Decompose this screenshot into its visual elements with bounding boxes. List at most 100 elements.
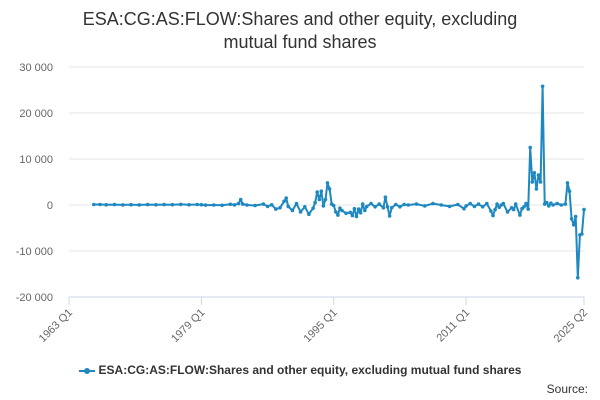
data-point <box>501 201 506 206</box>
data-point <box>534 187 539 191</box>
data-point <box>92 202 96 207</box>
data-point <box>522 205 526 209</box>
data-point <box>559 203 563 207</box>
data-point <box>582 207 586 212</box>
data-point <box>319 189 324 193</box>
data-point <box>422 204 427 208</box>
data-point <box>511 207 516 212</box>
data-point <box>278 206 282 210</box>
data-point <box>580 232 584 236</box>
data-point <box>307 212 311 216</box>
data-point <box>327 187 332 191</box>
data-point <box>129 202 133 207</box>
legend-label: ESA:CG:AS:FLOW:Shares and other equity, … <box>98 363 522 377</box>
chart-title-line-2: mutual fund shares <box>223 32 377 52</box>
x-tick-label: 1995 Q1 <box>302 307 340 345</box>
data-point <box>286 204 291 209</box>
data-point <box>112 202 117 207</box>
data-point <box>518 213 522 217</box>
data-point <box>497 205 502 210</box>
data-point <box>334 210 338 214</box>
data-point <box>232 203 237 207</box>
data-point <box>485 201 489 206</box>
data-point <box>365 204 369 209</box>
series-line <box>93 85 585 279</box>
data-point <box>536 173 541 177</box>
data-point <box>526 207 530 211</box>
data-point <box>338 206 342 210</box>
data-point <box>569 217 574 221</box>
data-point <box>563 202 568 206</box>
data-point <box>464 204 468 208</box>
data-point <box>406 203 411 207</box>
data-point <box>576 275 580 280</box>
data-point <box>269 203 274 207</box>
data-point <box>212 203 216 207</box>
y-tick-label: -20 000 <box>16 292 53 304</box>
data-point <box>398 205 402 209</box>
data-point <box>360 202 365 206</box>
data-point <box>573 214 578 219</box>
data-point <box>431 201 435 206</box>
data-point <box>236 201 241 206</box>
x-tick-label: 1963 Q1 <box>37 307 75 345</box>
data-point <box>472 204 477 209</box>
data-point <box>547 204 551 208</box>
data-point <box>551 203 555 207</box>
data-point <box>121 203 125 207</box>
data-point <box>344 211 348 216</box>
data-point <box>571 223 576 227</box>
data-point <box>528 145 532 150</box>
data-point <box>313 200 317 205</box>
data-point <box>98 202 102 207</box>
data-point <box>162 202 166 207</box>
series-markers <box>92 84 586 280</box>
data-point <box>491 213 495 218</box>
legend-item[interactable]: ESA:CG:AS:FLOW:Shares and other equity, … <box>0 363 600 377</box>
data-point <box>350 213 355 218</box>
data-point <box>265 204 270 209</box>
x-tick-label: 2011 Q1 <box>434 307 472 345</box>
data-point <box>567 189 572 193</box>
data-point <box>154 203 158 207</box>
data-point <box>456 202 460 207</box>
data-point <box>476 202 481 206</box>
data-point <box>220 203 224 208</box>
data-point <box>387 214 392 218</box>
y-tick-label: -10 000 <box>16 246 53 258</box>
data-point <box>505 210 510 214</box>
data-point <box>294 201 299 206</box>
data-point <box>311 206 315 210</box>
x-axis: 1963 Q1 1979 Q1 1995 Q1 2011 Q1 2025 Q2 <box>37 297 590 345</box>
data-point <box>565 181 570 185</box>
data-point <box>439 203 444 207</box>
data-point <box>480 205 485 209</box>
data-point <box>274 207 278 211</box>
data-point <box>104 203 108 207</box>
data-point <box>489 209 493 213</box>
data-point <box>170 202 175 207</box>
y-axis: 30 000 20 000 10 000 0 -10 000 -20 000 <box>16 62 53 304</box>
data-point <box>381 206 386 210</box>
data-point <box>377 202 382 206</box>
data-point <box>414 202 419 206</box>
x-tick-label: 1979 Q1 <box>169 307 207 345</box>
data-point <box>352 206 357 211</box>
y-tick-label: 10 000 <box>19 154 53 166</box>
data-point <box>340 208 344 213</box>
data-point <box>253 203 257 208</box>
data-point <box>145 202 150 207</box>
data-point <box>524 201 528 206</box>
chart-title: ESA:CG:AS:FLOW:Shares and other equity, … <box>0 8 600 54</box>
data-point <box>369 201 373 206</box>
data-point <box>394 202 398 207</box>
data-point <box>240 202 245 206</box>
data-point <box>540 84 545 89</box>
data-point <box>290 208 295 213</box>
y-tick-label: 0 <box>47 200 53 212</box>
legend-swatch <box>78 367 95 374</box>
x-tick-label: 2025 Q2 <box>552 307 590 345</box>
data-point <box>555 201 559 206</box>
data-point <box>282 199 286 204</box>
